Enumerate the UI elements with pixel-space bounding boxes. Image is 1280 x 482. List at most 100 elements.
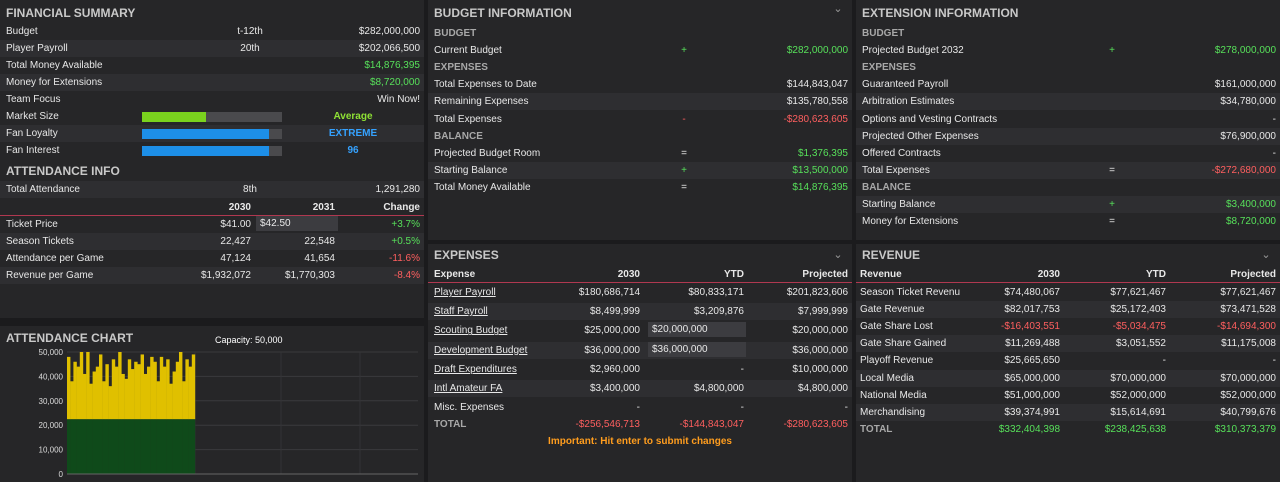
value-2030: $25,665,650 [1004, 355, 1060, 367]
value-2030: - [636, 402, 640, 414]
expense-link[interactable]: Staff Payroll [434, 306, 488, 318]
row-value: Win Now! [377, 94, 420, 105]
attendance-bar [73, 361, 77, 420]
value-ytd: -$5,034,475 [1112, 321, 1166, 333]
subheader-label: EXPENSES [862, 62, 916, 74]
row-label: Total Money Available [6, 60, 103, 71]
attendance-bar [79, 352, 84, 420]
attendance-bar [89, 383, 93, 420]
attendance-bar [143, 373, 148, 420]
chevron-down-icon[interactable]: ⌄ [1261, 249, 1271, 261]
extension-information-panel: EXTENSION INFORMATION BUDGET Projected Bu… [856, 0, 1280, 240]
row-operator: = [1109, 216, 1115, 228]
row-value: - [1272, 147, 1276, 159]
row-label: Total Expenses [862, 164, 930, 176]
value-2030: 22,427 [220, 236, 251, 247]
attendance-header: 2030 2031 Change [0, 199, 424, 216]
value-projected: $70,000,000 [1220, 372, 1276, 384]
expense-link[interactable]: Player Payroll [434, 287, 496, 298]
value-ytd: $4,800,000 [693, 383, 744, 394]
row-value: - [1272, 113, 1276, 125]
attendance-bar [159, 356, 164, 420]
submit-note: Important: Hit enter to submit changes [548, 436, 732, 447]
meter-fill [142, 129, 270, 139]
season-ticket-bar [111, 419, 116, 474]
subheader-label: EXPENSES [434, 62, 488, 74]
revenue-panel: REVENUE ⌄ Revenue 2030 YTD Projected Season … [856, 244, 1280, 482]
expense-row: Draft Expenditures $2,960,000 - $10,000,000 [428, 361, 852, 378]
expense-row: Player Payroll $180,686,714 $80,833,171 $20… [428, 284, 852, 301]
chevron-down-icon[interactable]: ⌄ [833, 249, 843, 261]
meter-bar [142, 129, 282, 139]
attendance-bar [175, 361, 180, 420]
col-2031: 2031 [312, 202, 335, 213]
expense-link[interactable]: Intl Amateur FA [434, 383, 503, 394]
total-attendance-label: Total Attendance [6, 184, 80, 195]
row-label: Merchandising [860, 406, 926, 418]
col-2030: 2030 [1037, 269, 1060, 280]
row-value: $13,500,000 [792, 164, 848, 176]
budget-input[interactable]: $20,000,000 [648, 322, 746, 338]
attendance-bar [118, 352, 122, 420]
row-value: $202,066,500 [358, 43, 420, 54]
attendance-row: Revenue per Game $1,932,072 $1,770,303 -8.4… [0, 267, 424, 284]
expense-link[interactable]: Scouting Budget [434, 325, 508, 337]
season-ticket-bar [105, 419, 109, 474]
value-2031: $1,770,303 [284, 270, 335, 281]
subheader-label: BUDGET [434, 28, 477, 39]
season-ticket-bar [175, 419, 180, 474]
expenses-total-row: TOTAL -$256,546,713 -$144,843,047 -$280,623… [428, 416, 852, 433]
total-attendance-row: Total Attendance 8th 1,291,280 [0, 181, 424, 198]
section-subheader: BUDGET [856, 25, 1280, 42]
attendance-bar [166, 359, 170, 420]
ticket-price-input[interactable]: $42.50 [256, 216, 338, 231]
value-ytd: $3,209,876 [693, 306, 744, 318]
info-row: Total Expenses = -$272,680,000 [856, 161, 1280, 179]
total-attendance-rank: 8th [243, 184, 257, 195]
attendance-bar [76, 366, 80, 420]
value-projected: $10,000,000 [792, 363, 848, 375]
expense-link[interactable]: Draft Expenditures [434, 363, 517, 375]
section-subheader: BALANCE [856, 179, 1280, 196]
row-value: $76,900,000 [1220, 130, 1276, 142]
value-2030: $74,480,067 [1004, 287, 1060, 298]
y-tick-label: 20,000 [39, 421, 64, 430]
expense-row: Intl Amateur FA $3,400,000 $4,800,000 $4,80… [428, 380, 852, 397]
value-projected: - [844, 402, 848, 414]
attendance-bar [137, 364, 141, 420]
value-projected: -$14,694,300 [1217, 321, 1276, 333]
y-tick-label: 50,000 [39, 348, 64, 357]
row-label: Projected Other Expenses [862, 130, 979, 142]
value-projected: $73,471,528 [1220, 304, 1276, 316]
row-value: $14,876,395 [364, 60, 420, 71]
attendance-bar [140, 354, 144, 420]
attendance-bar [156, 381, 160, 420]
budget-input[interactable]: $36,000,000 [648, 341, 746, 357]
row-label: Misc. Expenses [434, 402, 505, 414]
value-ytd: $3,051,552 [1115, 338, 1166, 350]
row-label: Current Budget [434, 45, 502, 57]
info-row: Total Money Available = $14,876,395 [428, 179, 852, 196]
total-2030: -$256,546,713 [575, 419, 640, 430]
revenue-row: Gate Share Lost -$16,403,551 -$5,034,475 -$… [856, 318, 1280, 335]
row-value: $144,843,047 [786, 79, 848, 91]
expense-link[interactable]: Development Budget [434, 344, 528, 356]
budget-information-title: BUDGET INFORMATION [434, 6, 572, 20]
season-ticket-bar [169, 419, 173, 474]
attendance-bar [169, 383, 173, 420]
meter-value: EXTREME [328, 128, 378, 139]
total-2030: $332,404,398 [998, 424, 1060, 435]
info-row: Offered Contracts - [856, 145, 1280, 162]
budget-information-panel: BUDGET INFORMATION ⌄ BUDGET Current Budge… [428, 0, 852, 240]
attendance-bar [153, 361, 157, 420]
chevron-down-icon[interactable]: ⌄ [833, 3, 843, 15]
attendance-chart-panel: ATTENDANCE CHART Capacity: 50,000 50,000… [0, 326, 424, 482]
y-tick-label: 0 [59, 470, 64, 479]
meter-label: Fan Loyalty [6, 128, 58, 139]
attendance-bar-chart: 50,000 40,000 30,000 20,000 10,000 0 [39, 348, 418, 479]
value-projected: - [1272, 355, 1276, 367]
attendance-row: Attendance per Game 47,124 41,654 -11.6% [0, 250, 424, 267]
attendance-bar [124, 378, 128, 420]
attendance-bar [115, 366, 119, 420]
info-row: Projected Budget 2032 + $278,000,000 [856, 42, 1280, 59]
